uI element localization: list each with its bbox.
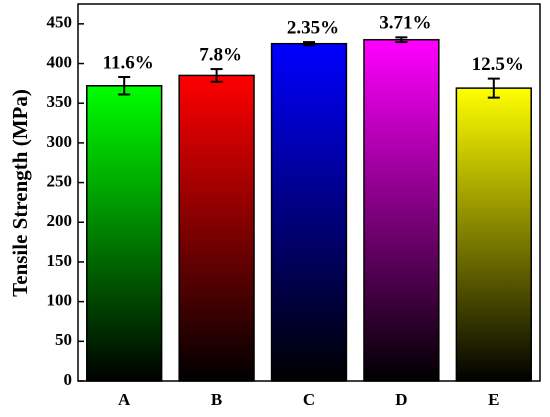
y-tick-label: 200 xyxy=(47,211,73,230)
y-axis-label: Tensile Strength (MPa) xyxy=(8,89,32,297)
bar xyxy=(270,42,348,382)
x-tick-label: A xyxy=(118,390,131,409)
bar xyxy=(86,84,163,382)
y-tick-label: 300 xyxy=(47,132,73,151)
bar-annotation: 2.35% xyxy=(287,17,339,38)
y-tick-label: 50 xyxy=(55,330,72,349)
x-tick-label: E xyxy=(488,390,499,409)
plot-frame xyxy=(77,3,541,382)
x-tick-label: C xyxy=(303,390,315,409)
bar xyxy=(455,87,532,382)
y-tick-label: 400 xyxy=(47,52,73,71)
y-tick-label: 250 xyxy=(47,171,73,190)
y-tick-label: 450 xyxy=(47,13,73,32)
x-tick-label: B xyxy=(211,390,222,409)
bar xyxy=(178,74,255,382)
y-tick-label: 150 xyxy=(47,251,73,270)
bar-annotation: 12.5% xyxy=(472,54,524,75)
bar xyxy=(363,38,440,382)
bar-annotation: 11.6% xyxy=(103,52,154,73)
bar-annotation: 3.71% xyxy=(379,13,431,34)
y-tick-label: 350 xyxy=(47,92,73,111)
x-tick-label: D xyxy=(395,390,407,409)
bar-annotation: 7.8% xyxy=(199,44,242,65)
y-tick-label: 100 xyxy=(47,291,73,310)
y-tick-label: 0 xyxy=(64,370,73,389)
